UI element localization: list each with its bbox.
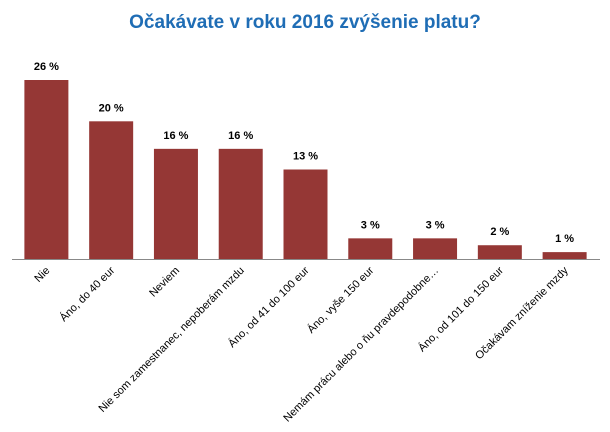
bar — [153, 148, 198, 259]
bar — [413, 238, 458, 259]
value-label: 26 % — [34, 61, 59, 73]
value-label: 13 % — [293, 151, 318, 163]
chart-title: Očakávate v roku 2016 zvýšenie platu? — [129, 12, 481, 33]
bar — [89, 121, 134, 259]
bar — [348, 238, 393, 259]
value-label: 16 % — [163, 130, 188, 142]
bar — [24, 80, 69, 259]
x-tick-label: Áno, do 40 eur — [57, 264, 117, 324]
bar — [283, 169, 328, 259]
value-label: 1 % — [555, 233, 574, 245]
value-label: 3 % — [426, 219, 445, 231]
bar — [542, 252, 587, 259]
bar — [218, 148, 263, 259]
x-tick-label: Nie — [32, 265, 52, 285]
value-label: 16 % — [228, 130, 253, 142]
value-label: 3 % — [361, 219, 380, 231]
value-label: 20 % — [99, 102, 124, 114]
x-tick-label: Neviem — [147, 265, 182, 300]
value-label: 2 % — [490, 226, 509, 238]
bar — [477, 245, 522, 259]
x-tick-label: Áno, vyše 150 eur — [305, 264, 377, 336]
x-tick-label: Nie som zamestnanec, nepoberám mzdu — [97, 265, 247, 415]
